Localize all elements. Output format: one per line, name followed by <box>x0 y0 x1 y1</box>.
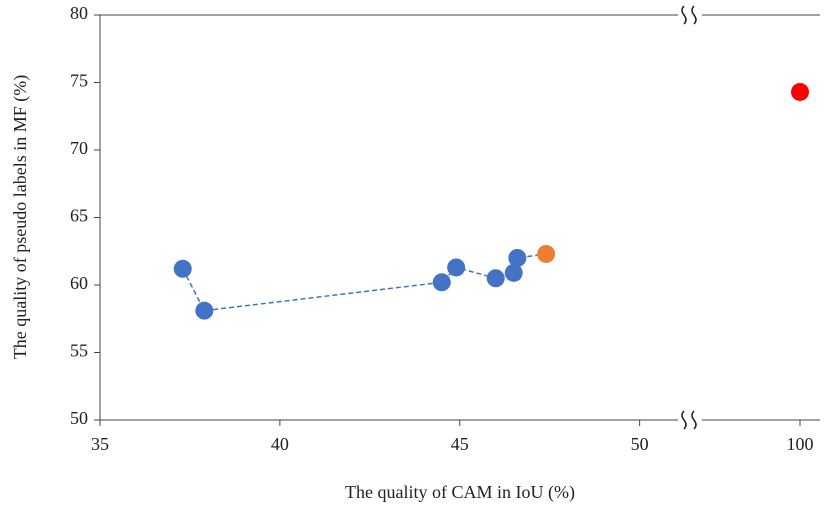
data-point <box>791 82 809 101</box>
data-point <box>195 301 214 320</box>
data-point <box>537 244 556 263</box>
data-point <box>447 258 466 277</box>
y-tick-label: 60 <box>70 273 88 293</box>
data-point <box>173 259 192 278</box>
y-tick-label: 80 <box>70 3 88 23</box>
y-tick-label: 55 <box>70 341 88 361</box>
y-tick-label: 50 <box>70 408 88 428</box>
x-tick-label: 40 <box>271 434 289 454</box>
x-tick-label: 100 <box>787 434 814 454</box>
data-point <box>508 249 527 267</box>
y-axis-label: The quality of pseudo labels in MF (%) <box>10 75 31 359</box>
y-tick-label: 75 <box>70 71 88 91</box>
x-tick-label: 45 <box>451 434 469 454</box>
x-tick-label: 50 <box>631 434 649 454</box>
y-tick-label: 65 <box>70 206 88 226</box>
axis-break <box>681 5 697 430</box>
x-tick-label: 35 <box>91 434 109 454</box>
data-point <box>486 269 505 288</box>
data-point <box>432 273 451 292</box>
y-tick-label: 70 <box>70 138 88 158</box>
data-point <box>504 263 523 282</box>
x-axis-label: The quality of CAM in IoU (%) <box>345 482 575 503</box>
